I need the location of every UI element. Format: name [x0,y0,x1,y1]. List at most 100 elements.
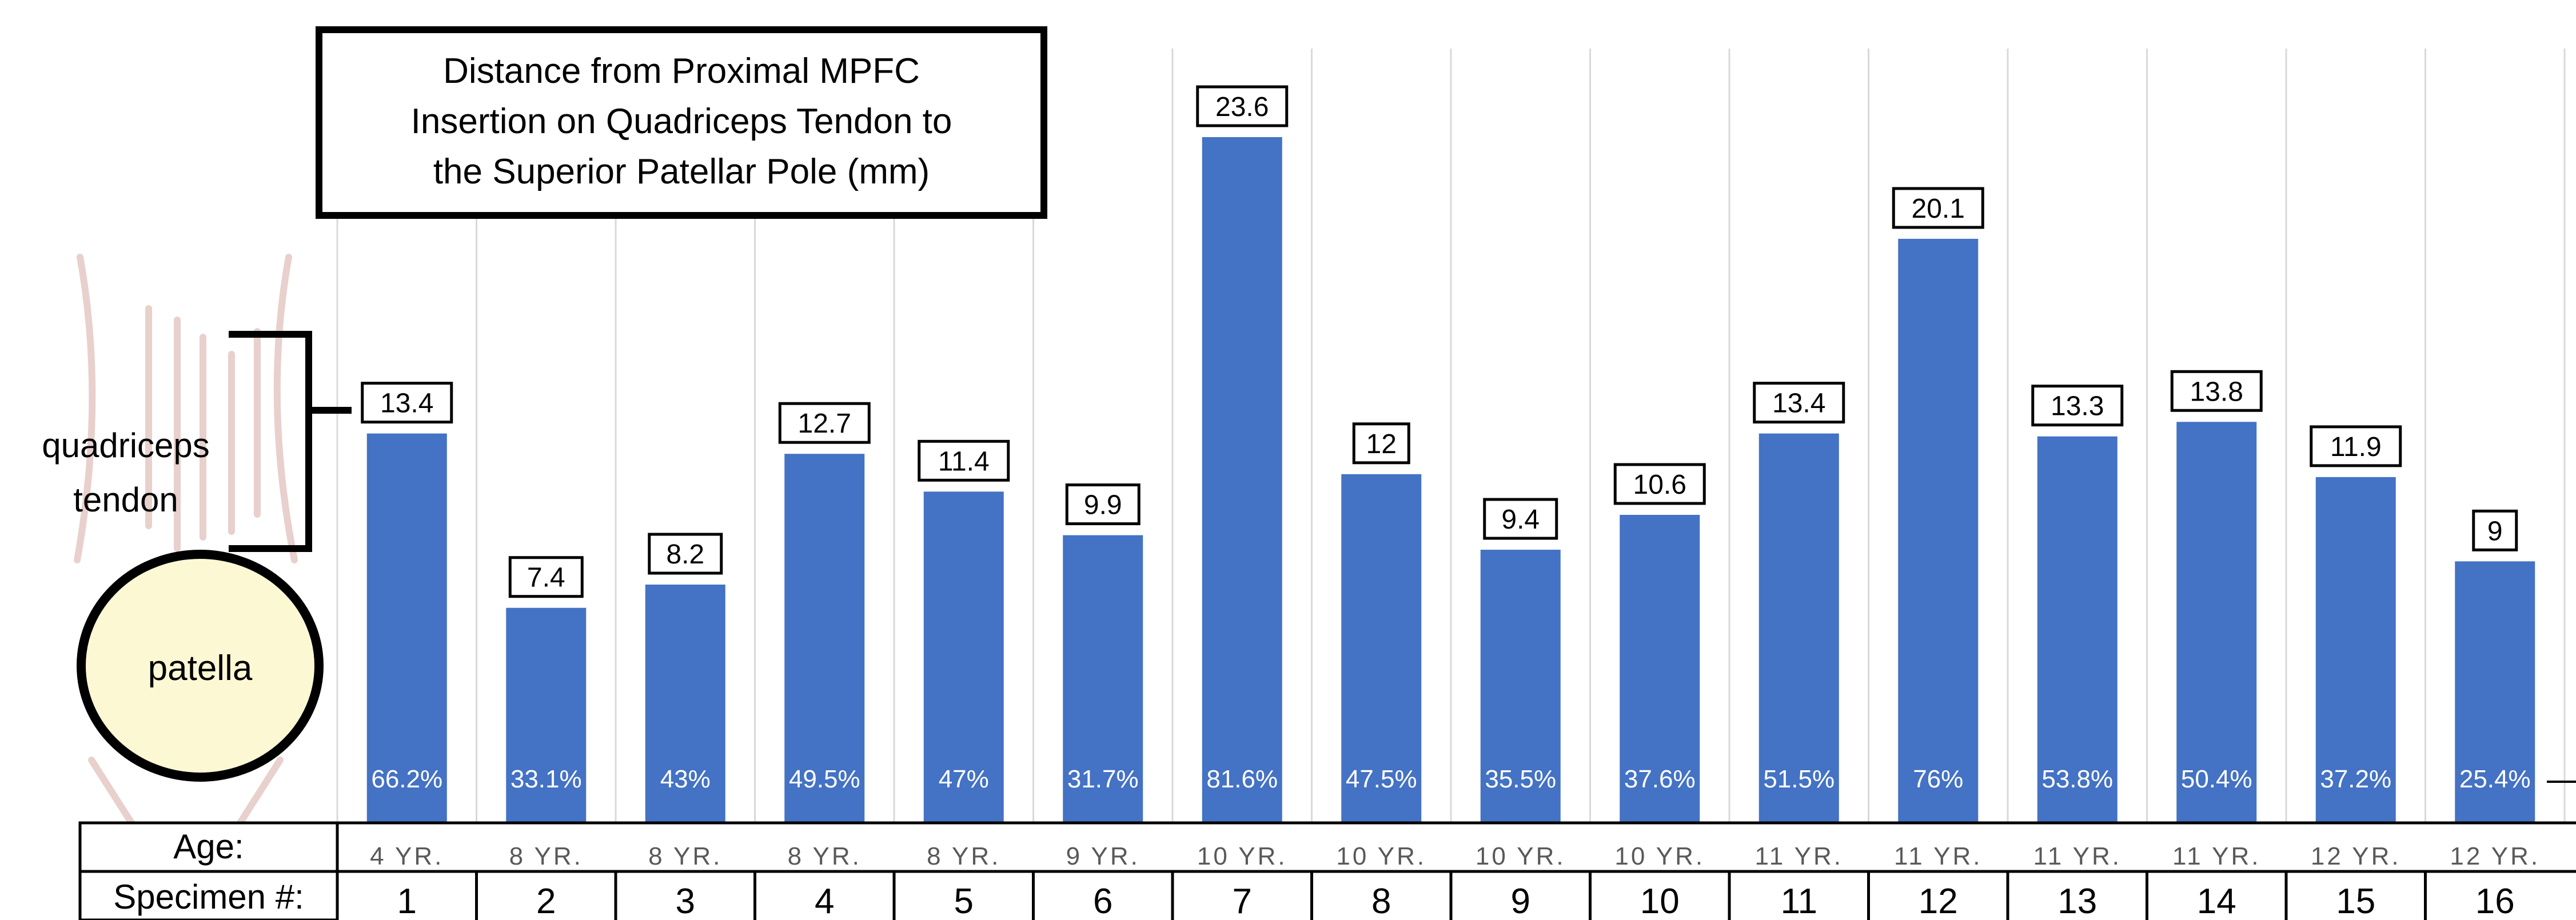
bar [366,433,447,823]
age-tick-label: 11 YR. [2172,842,2260,870]
title-border [316,26,1047,219]
bar [1758,433,1839,823]
specimen-tick-label: 8 [1371,882,1391,920]
value-label-box [2170,370,2263,412]
value-label-box [918,439,1010,482]
percent-label: 47.5% [1346,765,1417,793]
bar [2176,422,2257,823]
specimen-tick-label: 7 [1233,882,1252,920]
value-label-box [1352,422,1410,465]
age-tick-label: 8 YR. [509,842,583,870]
specimen-tick-label: 10 [1640,882,1680,920]
value-label-box [1483,498,1558,540]
value-label: 9 [2487,516,2503,546]
specimen-tick-label: 1 [397,882,417,920]
percent-label: 31.7% [1067,765,1139,793]
patella-shape [77,550,324,782]
value-label-box [2031,385,2124,427]
specimen-tick-label: 9 [1511,882,1530,920]
value-label: 11.4 [938,446,990,477]
percent-label: 76% [1913,765,1963,793]
value-label-box [2472,509,2518,551]
percent-label: 25.4% [2459,765,2531,793]
percent-label: 37.6% [1624,765,1696,793]
value-label: 20.1 [1912,194,1965,224]
percent-label: 35.5% [1485,765,1556,793]
value-label: 13.8 [2190,377,2243,407]
age-tick-label: 4 YR. [370,842,444,870]
value-label: 12.7 [798,409,851,439]
specimen-tick-label: 12 [1919,882,1958,920]
chart-title-box: Distance from Proximal MPFC Insertion on… [316,26,1047,219]
patella-label: patella [148,649,253,688]
age-tick-label: 9 YR. [1066,842,1140,870]
value-label: 13.3 [2051,391,2104,422]
specimen-tick-label: 16 [2475,882,2515,920]
age-tick-label: 8 YR. [648,842,722,870]
percent-label: 51.5% [1763,765,1835,793]
bar [1341,474,1422,823]
value-label-box [508,556,584,598]
value-label: 13.4 [1772,389,1825,419]
percent-label: 66.2% [371,765,442,793]
age-tick-label: 10 YR. [1614,842,1705,870]
percent-label: 43% [660,765,711,793]
specimen-tick-label: 14 [2197,882,2236,920]
table-cells: 4 YR. 1 8 YR. 2 8 YR. 3 8 YR. 4 8 YR. 5 9 YR. 6 10 Y… [370,842,2540,920]
age-specimen-table: Age: Specimen #: 4 YR. 1 8 YR. 2 8 YR. 3 8 YR.… [78,821,2576,920]
bar [2037,436,2118,823]
age-tick-label: 10 YR. [1476,842,1566,870]
value-label: 10.6 [1633,470,1686,500]
knee-diagram: quadriceps tendon patella [42,254,352,826]
value-label-box [778,402,871,444]
chart-title-line2: Insertion on Quadriceps Tendon to [411,102,952,141]
percent-label: 50.4% [2181,765,2252,793]
bar [645,585,725,823]
bar [923,491,1004,823]
bar [2455,561,2535,823]
chart-title-line1: Distance from Proximal MPFC [443,51,920,91]
age-tick-label: 11 YR. [1894,842,1982,870]
tendon-fibers [74,254,298,826]
percent-label: 49.5% [789,765,860,793]
percent-label: 53.8% [2041,765,2113,793]
value-label: 8.2 [666,539,704,570]
percent-label: 81.6% [1206,765,1278,793]
age-tick-label: 11 YR. [2033,842,2122,870]
value-label-box [648,533,723,575]
bars-group: 13.4 66.2% 7.4 33.1% 8.2 43% 12.7 49.5% 11.4 47% 9… [361,85,2535,823]
specimen-tick-label: 11 [1781,882,1817,920]
value-label: 23.6 [1215,92,1269,122]
value-label: 11.9 [2330,432,2382,462]
value-label: 13.4 [380,389,433,419]
value-label: 9.9 [1084,490,1122,521]
specimen-tick-label: 13 [2057,882,2097,920]
age-label: Age: [173,827,244,866]
value-label: 12 [1366,429,1397,459]
bar [2315,477,2396,823]
specimen-tick-label: 5 [954,882,974,920]
specimen-tick-label: 6 [1093,882,1112,920]
value-label-box [1753,382,1845,424]
age-tick-label: 10 YR. [1197,842,1287,870]
specimen-tick-label: 3 [676,882,695,920]
percent-label: 33.1% [511,765,582,793]
specimen-tick-label: 15 [2336,882,2375,920]
value-label-box [2310,425,2402,467]
age-tick-label: 8 YR. [788,842,862,870]
specimen-tick-label: 4 [815,882,834,920]
bar [784,454,865,823]
bar [1620,514,1700,823]
bar [1202,137,1282,823]
age-tick-label: 12 YR. [2450,842,2540,870]
chart-title-line3: the Superior Patellar Pole (mm) [433,152,930,191]
bar [506,607,587,823]
age-tick-label: 11 YR. [1755,842,1843,870]
value-label-box [361,382,453,424]
value-label-box [1196,85,1289,127]
percent-label: 37.2% [2320,765,2391,793]
age-tick-label: 8 YR. [927,842,1000,870]
specimen-label: Specimen #: [113,878,304,916]
table-label-cell-specimen [78,870,339,920]
